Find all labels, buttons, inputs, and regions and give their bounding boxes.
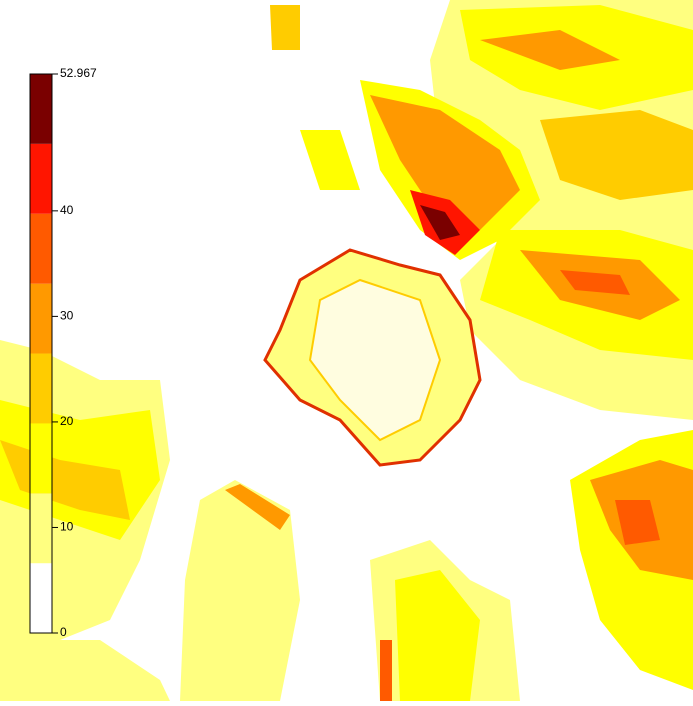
field-patch — [560, 270, 630, 295]
colorbar-tick-label: 52.967 — [60, 66, 97, 80]
field-patch — [180, 480, 300, 701]
colorbar-band — [30, 423, 52, 494]
field-patch — [308, 278, 442, 442]
colorbar-tick-label: 30 — [60, 309, 74, 323]
colorbar-tick-label: 0 — [60, 625, 67, 639]
field-patch — [270, 5, 300, 50]
colorbar-tick-label: 10 — [60, 520, 74, 534]
colorbar-frame — [29, 73, 53, 634]
colorbar-band — [30, 493, 52, 564]
field-patch — [225, 484, 290, 530]
field-patch — [615, 500, 660, 545]
field-patch — [380, 640, 392, 701]
colorbar-tick-label: 20 — [60, 414, 74, 428]
field-patch — [0, 640, 170, 701]
colorbar-band — [30, 283, 52, 354]
colorbar-tick-label: 40 — [60, 203, 74, 217]
field-patch — [395, 570, 480, 701]
colorbar-band — [30, 353, 52, 424]
field-patch — [420, 205, 460, 240]
colorbar-band — [30, 563, 52, 633]
field-patch — [540, 110, 693, 200]
colorbar: 0 10 20 30 40 52.967 — [29, 66, 97, 639]
field-patch — [370, 95, 520, 230]
field-patch — [480, 30, 620, 70]
colorbar-band — [30, 74, 52, 144]
field-patch — [300, 130, 360, 190]
colorbar-band — [30, 213, 52, 284]
colorbar-band — [30, 143, 52, 214]
